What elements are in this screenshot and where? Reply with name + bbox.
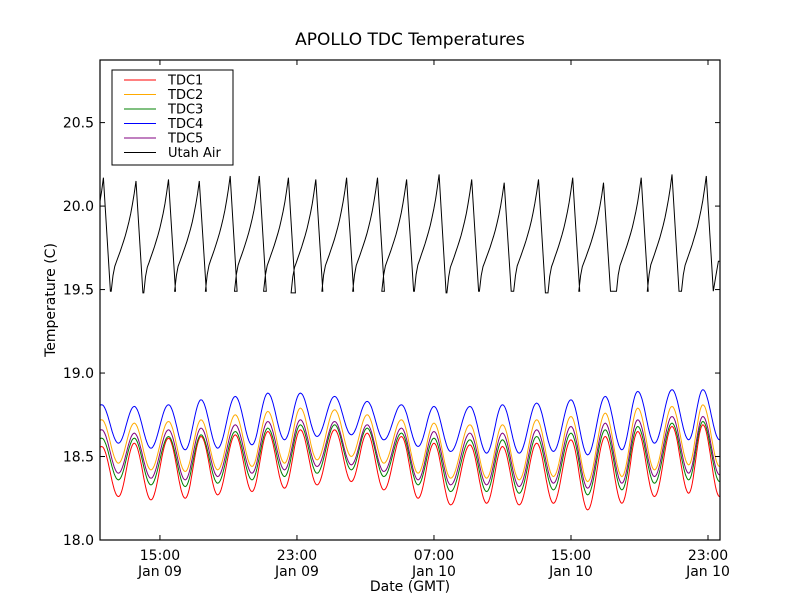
y-tick-label: 20.5: [63, 116, 94, 132]
x-tick-date-label: Jan 09: [137, 564, 182, 580]
series-line-tdc4: [100, 389, 720, 456]
series-line-tdc5: [100, 415, 720, 489]
chart-title: APOLLO TDC Temperatures: [295, 30, 525, 50]
legend-label: TDC1: [167, 74, 203, 89]
plot-frame: [99, 59, 721, 541]
series-line-tdc1: [100, 424, 720, 511]
x-tick-date-label: Jan 10: [411, 564, 456, 580]
legend-label: TDC2: [167, 88, 203, 103]
y-tick-label: 19.0: [63, 366, 94, 382]
x-tick-date-label: Jan 10: [548, 564, 593, 580]
x-tick-time-label: 15:00: [140, 548, 180, 564]
x-tick-time-label: 15:00: [551, 548, 591, 564]
y-axis-label: Temperature (C): [43, 243, 59, 358]
series-line-tdc3: [100, 420, 720, 496]
series-line-tdc2: [100, 404, 720, 483]
y-tick-label: 18.5: [63, 450, 94, 466]
x-tick-time-label: 07:00: [414, 548, 454, 564]
legend-box: [111, 69, 234, 166]
y-axis: 18.0 18.5 19.0 19.5 20.0 20.5: [63, 116, 720, 549]
y-tick-label: 19.5: [63, 283, 94, 299]
legend-label: TDC5: [167, 132, 203, 147]
y-tick-label: 20.0: [63, 199, 94, 215]
series-layer: [100, 174, 720, 511]
legend-label: Utah Air: [168, 146, 221, 161]
x-tick-date-label: Jan 10: [685, 564, 730, 580]
x-tick-time-label: 23:00: [688, 548, 728, 564]
x-axis-label: Date (GMT): [370, 579, 450, 595]
series-line-utah-air: [100, 174, 720, 294]
legend-label: TDC3: [167, 103, 203, 118]
y-tick-label: 18.0: [63, 533, 94, 549]
legend-label: TDC4: [167, 117, 203, 132]
x-tick-date-label: Jan 09: [274, 564, 319, 580]
x-tick-time-label: 23:00: [277, 548, 317, 564]
